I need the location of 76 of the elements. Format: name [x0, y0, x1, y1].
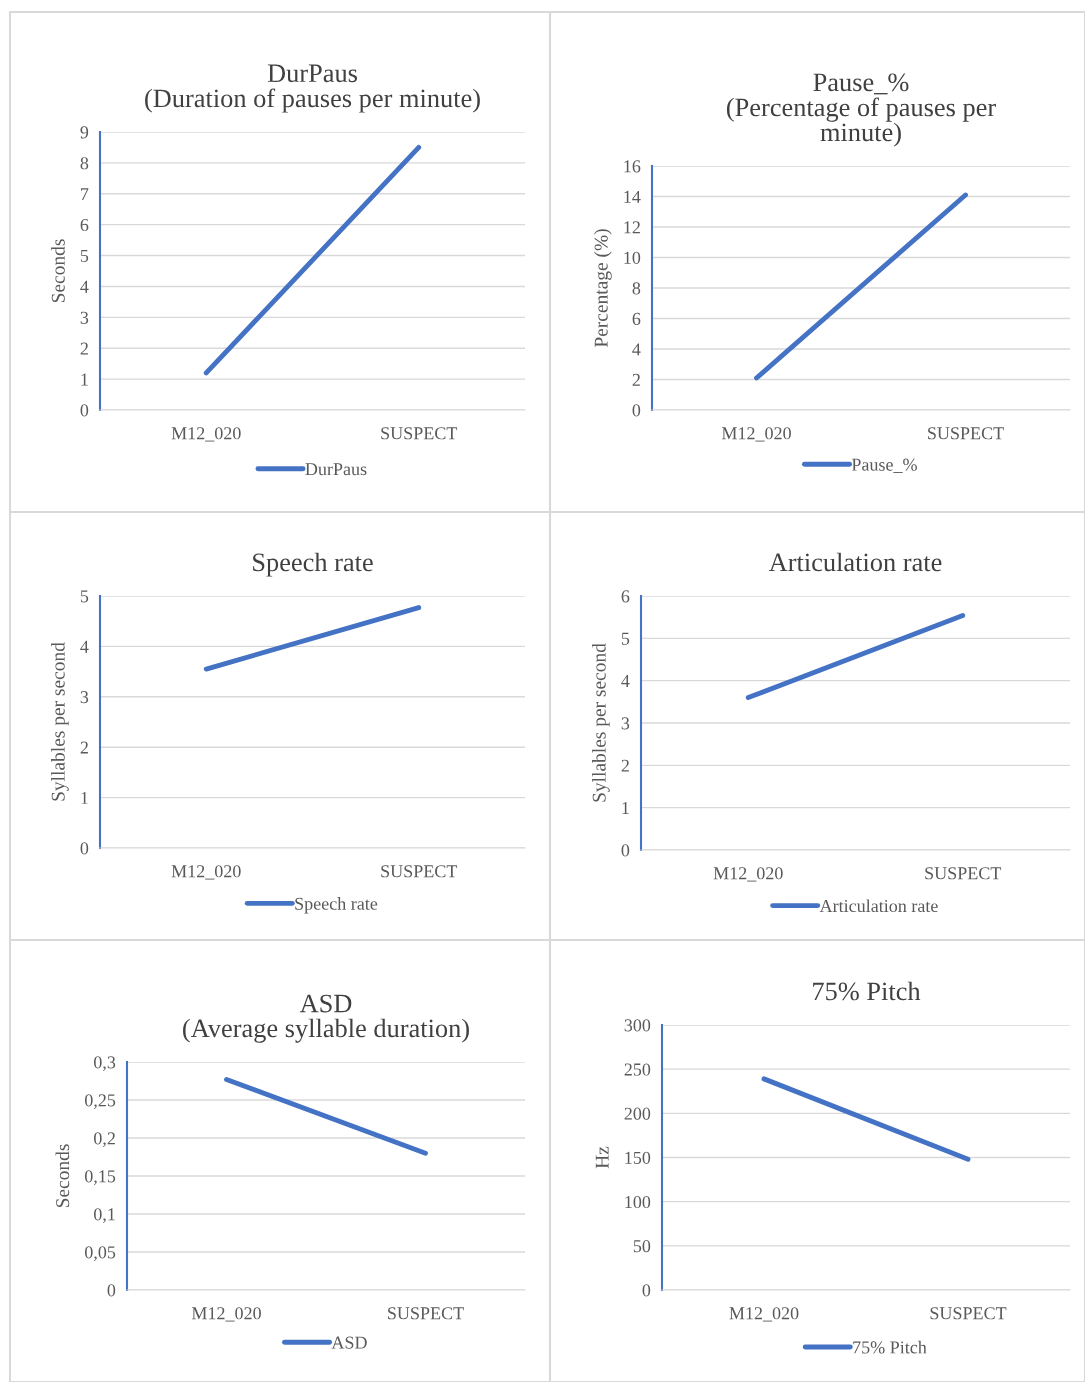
y-tick-label: 0,1 — [94, 1208, 115, 1224]
y-tick-label: 0,2 — [94, 1132, 115, 1148]
y-tick-label: 0 — [642, 1284, 651, 1297]
y-tick-label: 2 — [632, 373, 640, 386]
legend-label: Pause_% — [851, 458, 917, 473]
y-tick-label: 1 — [81, 373, 88, 386]
legend-label: DurPaus — [305, 463, 367, 476]
legend-label: Speech rate — [295, 897, 378, 914]
y-axis-title: Syllables per second — [51, 642, 69, 801]
x-tick-label: SUSPECT — [925, 867, 1002, 880]
y-tick-label: 50 — [633, 1240, 651, 1253]
x-tick-label: M12_020 — [171, 865, 241, 880]
y-tick-label: 0,05 — [84, 1246, 116, 1262]
y-tick-label: 12 — [624, 221, 640, 234]
x-tick-label: SUSPECT — [930, 1307, 1007, 1320]
y-tick-label: 14 — [624, 190, 641, 203]
x-tick-label: SUSPECT — [388, 1307, 464, 1320]
y-tick-label: 6 — [632, 312, 641, 325]
y-axis-title: Seconds — [55, 1144, 70, 1208]
x-tick-label: M12_020 — [713, 867, 783, 882]
y-tick-label: 250 — [624, 1063, 651, 1076]
x-tick-label: M12_020 — [729, 1307, 799, 1322]
y-tick-label: 16 — [624, 160, 641, 173]
y-tick-label: 5 — [621, 632, 630, 645]
y-tick-label: 8 — [632, 282, 641, 295]
y-tick-label: 3 — [621, 717, 630, 730]
legend-label: ASD — [331, 1336, 367, 1349]
y-tick-label: 10 — [624, 251, 641, 264]
chart-title: ASD (Average syllable duration) — [183, 994, 469, 1043]
y-tick-label: 0 — [80, 404, 89, 417]
chart-title: 75% Pitch — [813, 981, 921, 1001]
y-tick-label: 300 — [624, 1019, 651, 1032]
y-tick-label: 2 — [80, 741, 88, 754]
y-tick-label: 100 — [625, 1195, 651, 1209]
chart-title: Speech rate — [253, 552, 373, 577]
chart-title: DurPaus (Duration of pauses per minute) — [145, 64, 480, 113]
y-tick-label: 5 — [80, 590, 89, 603]
y-tick-label: 8 — [80, 157, 89, 170]
y-axis-title: Seconds — [51, 239, 65, 303]
y-tick-label: 9 — [80, 126, 89, 139]
y-tick-label: 0 — [621, 844, 630, 857]
y-tick-label: 150 — [625, 1151, 651, 1164]
y-tick-label: 4 — [621, 675, 630, 687]
y-tick-label: 0 — [632, 404, 641, 417]
y-tick-label: 3 — [80, 311, 89, 324]
x-tick-label: SUSPECT — [381, 865, 458, 878]
x-tick-label: M12_020 — [171, 427, 241, 442]
x-tick-label: M12_020 — [191, 1307, 261, 1322]
x-tick-label: SUSPECT — [928, 427, 1004, 440]
y-tick-label: 0 — [80, 842, 89, 855]
chart-title: Articulation rate — [768, 552, 942, 572]
y-tick-label: 0 — [107, 1284, 116, 1297]
y-tick-label: 2 — [621, 759, 629, 772]
y-tick-label: 6 — [621, 590, 630, 603]
y-tick-label: 5 — [80, 250, 89, 262]
x-tick-label: M12_020 — [721, 427, 791, 442]
y-tick-label: 6 — [80, 218, 89, 232]
y-tick-label: 7 — [81, 188, 89, 201]
x-tick-label: SUSPECT — [381, 427, 458, 440]
y-axis-title: Hz — [595, 1146, 609, 1169]
y-tick-label: 2 — [80, 342, 88, 355]
y-tick-label: 4 — [632, 343, 641, 356]
y-tick-label: 200 — [624, 1107, 651, 1120]
y-tick-label: 4 — [80, 640, 89, 653]
y-tick-label: 0,3 — [94, 1056, 116, 1072]
y-tick-label: 1 — [81, 791, 88, 804]
y-tick-label: 3 — [80, 691, 89, 704]
y-tick-label: 4 — [80, 280, 89, 293]
y-tick-label: 0,15 — [84, 1170, 116, 1186]
chart-title: Pause_% (Percentage of pauses per minute) — [726, 73, 996, 147]
y-axis-title: Percentage (%) — [594, 229, 612, 348]
legend-label: 75% Pitch — [853, 1340, 927, 1354]
y-tick-label: 0,25 — [84, 1094, 116, 1110]
y-tick-label: 1 — [622, 802, 629, 814]
y-axis-title: Syllables per second — [592, 643, 610, 802]
legend-label: Articulation rate — [819, 899, 938, 913]
